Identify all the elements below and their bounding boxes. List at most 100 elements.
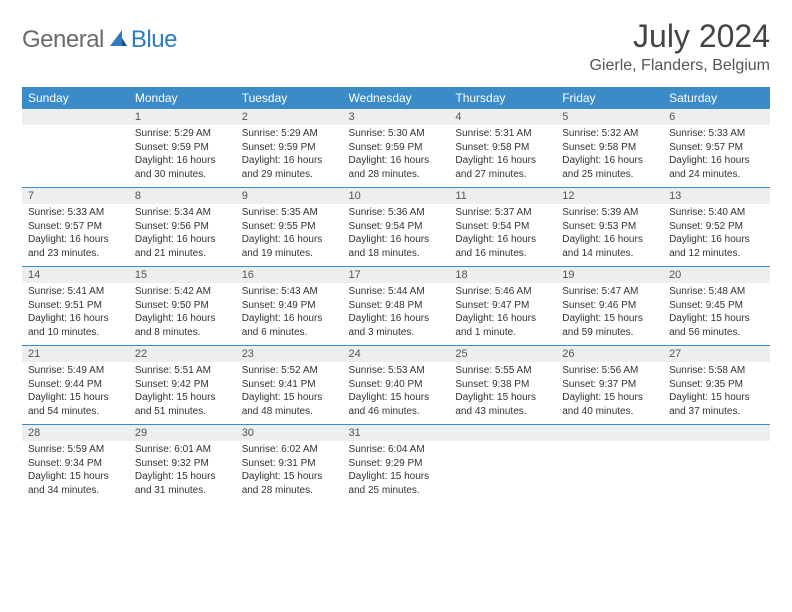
- calendar-day-cell: 18Sunrise: 5:46 AMSunset: 9:47 PMDayligh…: [449, 267, 556, 346]
- sunset-text: Sunset: 9:52 PM: [669, 220, 764, 234]
- calendar-day-cell: 28Sunrise: 5:59 AMSunset: 9:34 PMDayligh…: [22, 425, 129, 504]
- day-content: Sunrise: 5:29 AMSunset: 9:59 PMDaylight:…: [236, 125, 343, 187]
- sunset-text: Sunset: 9:50 PM: [135, 299, 230, 313]
- sunset-text: Sunset: 9:57 PM: [28, 220, 123, 234]
- sunrise-text: Sunrise: 5:40 AM: [669, 206, 764, 220]
- daylight-text: Daylight: 16 hours and 27 minutes.: [455, 154, 550, 181]
- day-content: Sunrise: 5:59 AMSunset: 9:34 PMDaylight:…: [22, 441, 129, 503]
- day-content: Sunrise: 5:48 AMSunset: 9:45 PMDaylight:…: [663, 283, 770, 345]
- day-number: 19: [556, 267, 663, 283]
- sunset-text: Sunset: 9:44 PM: [28, 378, 123, 392]
- daylight-text: Daylight: 15 hours and 51 minutes.: [135, 391, 230, 418]
- daylight-text: Daylight: 16 hours and 1 minute.: [455, 312, 550, 339]
- calendar-week-row: 7Sunrise: 5:33 AMSunset: 9:57 PMDaylight…: [22, 188, 770, 267]
- header: General Blue July 2024 Gierle, Flanders,…: [22, 18, 770, 75]
- calendar-day-cell: 5Sunrise: 5:32 AMSunset: 9:58 PMDaylight…: [556, 109, 663, 188]
- calendar-day-cell: 24Sunrise: 5:53 AMSunset: 9:40 PMDayligh…: [343, 346, 450, 425]
- day-content: Sunrise: 5:42 AMSunset: 9:50 PMDaylight:…: [129, 283, 236, 345]
- daylight-text: Daylight: 15 hours and 34 minutes.: [28, 470, 123, 497]
- month-title: July 2024: [589, 18, 770, 55]
- day-number: 25: [449, 346, 556, 362]
- daylight-text: Daylight: 15 hours and 28 minutes.: [242, 470, 337, 497]
- day-number: 27: [663, 346, 770, 362]
- sunset-text: Sunset: 9:34 PM: [28, 457, 123, 471]
- daylight-text: Daylight: 15 hours and 46 minutes.: [349, 391, 444, 418]
- sunset-text: Sunset: 9:48 PM: [349, 299, 444, 313]
- day-number: 15: [129, 267, 236, 283]
- calendar-day-cell: 13Sunrise: 5:40 AMSunset: 9:52 PMDayligh…: [663, 188, 770, 267]
- day-content: Sunrise: 5:36 AMSunset: 9:54 PMDaylight:…: [343, 204, 450, 266]
- day-number: 13: [663, 188, 770, 204]
- day-content: Sunrise: 5:33 AMSunset: 9:57 PMDaylight:…: [663, 125, 770, 187]
- daylight-text: Daylight: 16 hours and 21 minutes.: [135, 233, 230, 260]
- weekday-header: Wednesday: [343, 87, 450, 109]
- day-content: Sunrise: 5:53 AMSunset: 9:40 PMDaylight:…: [343, 362, 450, 424]
- sunrise-text: Sunrise: 5:36 AM: [349, 206, 444, 220]
- day-number: 8: [129, 188, 236, 204]
- calendar-day-cell: 9Sunrise: 5:35 AMSunset: 9:55 PMDaylight…: [236, 188, 343, 267]
- sunset-text: Sunset: 9:54 PM: [455, 220, 550, 234]
- day-number: [663, 425, 770, 441]
- sunrise-text: Sunrise: 5:51 AM: [135, 364, 230, 378]
- day-content: Sunrise: 5:37 AMSunset: 9:54 PMDaylight:…: [449, 204, 556, 266]
- day-content: Sunrise: 6:02 AMSunset: 9:31 PMDaylight:…: [236, 441, 343, 503]
- sunrise-text: Sunrise: 5:30 AM: [349, 127, 444, 141]
- sunset-text: Sunset: 9:46 PM: [562, 299, 657, 313]
- sunrise-text: Sunrise: 5:56 AM: [562, 364, 657, 378]
- day-content: Sunrise: 5:56 AMSunset: 9:37 PMDaylight:…: [556, 362, 663, 424]
- sunrise-text: Sunrise: 6:01 AM: [135, 443, 230, 457]
- daylight-text: Daylight: 16 hours and 16 minutes.: [455, 233, 550, 260]
- day-number: 23: [236, 346, 343, 362]
- title-block: July 2024 Gierle, Flanders, Belgium: [589, 18, 770, 75]
- day-content: [449, 441, 556, 499]
- day-content: [22, 125, 129, 183]
- day-number: [556, 425, 663, 441]
- day-number: 31: [343, 425, 450, 441]
- calendar-day-cell: 11Sunrise: 5:37 AMSunset: 9:54 PMDayligh…: [449, 188, 556, 267]
- sunrise-text: Sunrise: 6:04 AM: [349, 443, 444, 457]
- daylight-text: Daylight: 15 hours and 25 minutes.: [349, 470, 444, 497]
- sunrise-text: Sunrise: 5:47 AM: [562, 285, 657, 299]
- day-content: Sunrise: 5:51 AMSunset: 9:42 PMDaylight:…: [129, 362, 236, 424]
- day-content: Sunrise: 5:58 AMSunset: 9:35 PMDaylight:…: [663, 362, 770, 424]
- calendar-day-cell: 7Sunrise: 5:33 AMSunset: 9:57 PMDaylight…: [22, 188, 129, 267]
- day-content: [663, 441, 770, 499]
- day-content: Sunrise: 6:01 AMSunset: 9:32 PMDaylight:…: [129, 441, 236, 503]
- sunrise-text: Sunrise: 5:39 AM: [562, 206, 657, 220]
- sunset-text: Sunset: 9:51 PM: [28, 299, 123, 313]
- daylight-text: Daylight: 16 hours and 14 minutes.: [562, 233, 657, 260]
- calendar-day-cell: 23Sunrise: 5:52 AMSunset: 9:41 PMDayligh…: [236, 346, 343, 425]
- daylight-text: Daylight: 15 hours and 37 minutes.: [669, 391, 764, 418]
- day-number: 16: [236, 267, 343, 283]
- day-content: Sunrise: 5:46 AMSunset: 9:47 PMDaylight:…: [449, 283, 556, 345]
- calendar-week-row: 28Sunrise: 5:59 AMSunset: 9:34 PMDayligh…: [22, 425, 770, 504]
- weekday-header: Tuesday: [236, 87, 343, 109]
- calendar-day-cell: 4Sunrise: 5:31 AMSunset: 9:58 PMDaylight…: [449, 109, 556, 188]
- sunrise-text: Sunrise: 5:48 AM: [669, 285, 764, 299]
- day-content: Sunrise: 6:04 AMSunset: 9:29 PMDaylight:…: [343, 441, 450, 503]
- brand-part1: General: [22, 26, 104, 54]
- daylight-text: Daylight: 16 hours and 29 minutes.: [242, 154, 337, 181]
- daylight-text: Daylight: 16 hours and 23 minutes.: [28, 233, 123, 260]
- sunset-text: Sunset: 9:37 PM: [562, 378, 657, 392]
- sunrise-text: Sunrise: 5:52 AM: [242, 364, 337, 378]
- calendar-week-row: 14Sunrise: 5:41 AMSunset: 9:51 PMDayligh…: [22, 267, 770, 346]
- sunrise-text: Sunrise: 5:33 AM: [28, 206, 123, 220]
- calendar-day-cell: [556, 425, 663, 504]
- calendar-day-cell: 14Sunrise: 5:41 AMSunset: 9:51 PMDayligh…: [22, 267, 129, 346]
- daylight-text: Daylight: 15 hours and 31 minutes.: [135, 470, 230, 497]
- calendar-day-cell: 8Sunrise: 5:34 AMSunset: 9:56 PMDaylight…: [129, 188, 236, 267]
- day-number: 21: [22, 346, 129, 362]
- sunrise-text: Sunrise: 5:31 AM: [455, 127, 550, 141]
- location-label: Gierle, Flanders, Belgium: [589, 57, 770, 75]
- calendar-day-cell: 29Sunrise: 6:01 AMSunset: 9:32 PMDayligh…: [129, 425, 236, 504]
- sunrise-text: Sunrise: 5:35 AM: [242, 206, 337, 220]
- sunset-text: Sunset: 9:35 PM: [669, 378, 764, 392]
- day-content: Sunrise: 5:44 AMSunset: 9:48 PMDaylight:…: [343, 283, 450, 345]
- day-content: Sunrise: 5:43 AMSunset: 9:49 PMDaylight:…: [236, 283, 343, 345]
- daylight-text: Daylight: 16 hours and 30 minutes.: [135, 154, 230, 181]
- calendar-day-cell: 25Sunrise: 5:55 AMSunset: 9:38 PMDayligh…: [449, 346, 556, 425]
- day-number: 17: [343, 267, 450, 283]
- daylight-text: Daylight: 15 hours and 59 minutes.: [562, 312, 657, 339]
- calendar-week-row: 21Sunrise: 5:49 AMSunset: 9:44 PMDayligh…: [22, 346, 770, 425]
